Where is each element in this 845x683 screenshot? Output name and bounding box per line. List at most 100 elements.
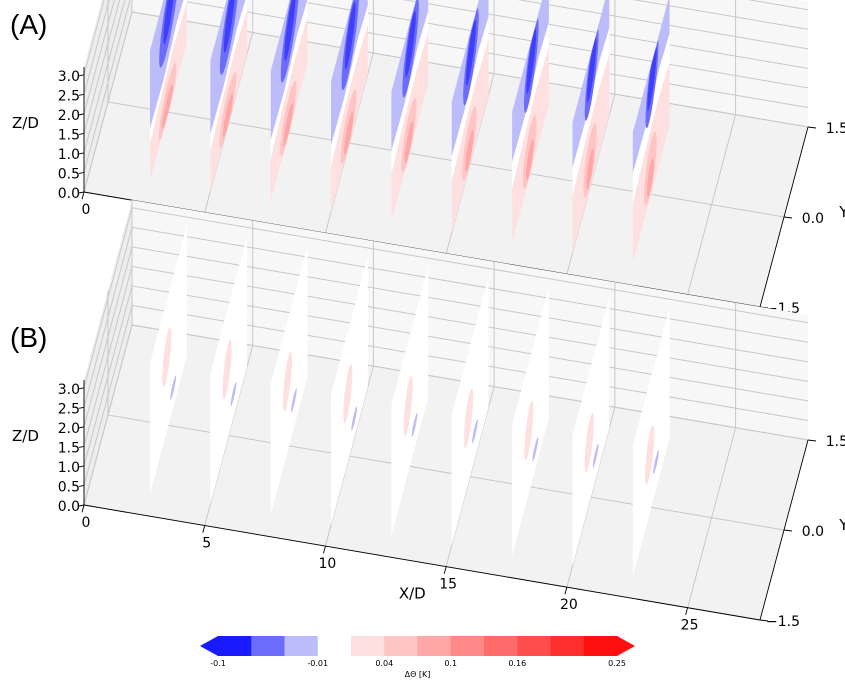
z-tick-mark — [78, 74, 85, 77]
slice-x-17.5 — [512, 287, 549, 556]
back-pane — [132, 200, 808, 440]
residual-positive-patch — [645, 424, 655, 485]
slice-x-15 — [451, 276, 489, 546]
colorbar-tick-label: 0.16 — [508, 659, 526, 668]
colorbar-extend-low — [200, 636, 218, 656]
x-tick-mark — [81, 191, 85, 200]
z-tick-mark — [78, 485, 85, 487]
positive-contour-core — [222, 93, 233, 138]
contour-slices — [150, 225, 670, 577]
x-axis-label: X/D — [399, 584, 426, 602]
slice-x-5 — [210, 235, 248, 505]
colorbar-swatch — [450, 636, 485, 656]
y-tick-label: −1.5 — [766, 614, 800, 630]
z-tick-mark — [78, 132, 85, 135]
grid-z — [83, 285, 809, 467]
z-tick-label: 1.0 — [58, 147, 80, 163]
z-tick-mark — [78, 406, 85, 409]
residual-positive-patch — [222, 339, 232, 400]
z-tick-mark — [78, 426, 85, 429]
residual-negative-patch — [291, 388, 297, 413]
negative-contour-core — [647, 46, 657, 111]
residual-positive-patch — [584, 412, 594, 473]
z-axis-label: Z/D — [12, 427, 39, 445]
y-tick-label: 0.0 — [802, 211, 824, 227]
y-axis-label: Y/D — [838, 203, 845, 221]
negative-contour-core — [586, 37, 597, 103]
slice-x-17.5 — [512, 0, 549, 243]
panel-label: (B) — [10, 322, 47, 353]
residual-positive-patch — [464, 388, 474, 449]
x-tick-label: 5 — [202, 536, 211, 552]
slice-x-20 — [572, 0, 610, 254]
y-tick-mark — [783, 216, 793, 219]
colorbar-extend-high — [617, 636, 635, 656]
x-tick-mark — [564, 587, 568, 595]
negative-contour-outer — [331, 0, 368, 146]
residual-positive-patch — [162, 327, 172, 387]
negative-contour-core — [163, 0, 174, 45]
negative-contour-outer — [210, 0, 246, 135]
z-tick-mark — [78, 191, 85, 194]
positive-contour-core — [162, 83, 173, 130]
panel-b: 0 5 10 15 20 25 −1.5 0.0 1.5 0.0 0.5 1.0 1.5 2.0 2.5 3.… — [10, 200, 845, 634]
contour-slices — [150, 0, 670, 264]
colorbar-tick-label: 0.1 — [444, 659, 457, 668]
negative-contour-core — [284, 0, 296, 61]
z-tick-label: 1.5 — [58, 127, 80, 143]
z-tick-mark — [78, 387, 85, 390]
negative-contour-core — [465, 19, 476, 86]
z-tick-label: 2.5 — [58, 88, 80, 104]
negative-contour-core — [344, 1, 356, 70]
grid-z — [83, 246, 809, 428]
z-tick-mark — [78, 113, 85, 116]
z-tick-label: 2.0 — [58, 421, 80, 437]
x-tick-mark — [443, 566, 447, 574]
positive-contour-core — [586, 148, 594, 189]
positive-contour-core — [404, 121, 414, 164]
colorbar-swatch — [484, 636, 518, 656]
slice-x-5 — [210, 0, 248, 192]
slice-x-2.5 — [150, 0, 187, 182]
grid-z — [83, 0, 809, 115]
grid-z — [83, 0, 809, 173]
residual-negative-patch — [592, 443, 599, 468]
grid-z — [83, 304, 809, 486]
slice-x-10 — [331, 0, 368, 213]
slice-x-2.5 — [150, 225, 187, 495]
positive-contour-core — [647, 157, 654, 198]
z-tick-mark — [78, 152, 85, 155]
residual-negative-patch — [653, 450, 659, 475]
y-tick-mark — [759, 619, 769, 622]
z-tick-label: 3.0 — [58, 382, 80, 398]
grid-z — [83, 265, 809, 447]
panel-a: 0510152025−1.50.01.50.00.51.01.52.02.53.… — [10, 0, 845, 321]
slice-x-15 — [451, 0, 489, 233]
z-tick-mark — [78, 172, 85, 174]
colorbar-swatch — [284, 636, 319, 656]
z-tick-label: 0.0 — [58, 186, 80, 202]
x-tick-label: 25 — [681, 618, 699, 634]
slice-x-22.5 — [632, 0, 670, 264]
slice-x-12.5 — [391, 266, 429, 536]
x-tick-mark — [202, 525, 206, 533]
colorbar-swatch — [384, 636, 418, 656]
y-tick-mark — [807, 126, 817, 129]
z-tick-label: 1.0 — [58, 460, 80, 476]
negative-contour-core — [526, 28, 537, 95]
x-axis-line — [83, 504, 761, 621]
residual-positive-patch — [403, 376, 413, 436]
x-tick-mark — [323, 545, 326, 554]
colorbar-swatch — [351, 636, 385, 656]
colorbar-swatch — [517, 636, 551, 656]
z-tick-label: 2.0 — [58, 108, 80, 124]
slice-x-7.5 — [270, 0, 308, 202]
colorbar: -0.1 -0.01 0.04 0.1 0.16 0.25 ΔΘ [K] — [200, 636, 635, 679]
z-tick-label: 3.0 — [58, 69, 80, 85]
z-tick-label: 1.5 — [58, 440, 80, 456]
z-tick-label: 0.5 — [58, 479, 80, 495]
residual-negative-patch — [411, 412, 418, 437]
residual-negative-patch — [351, 406, 358, 431]
colorbar-label: ΔΘ [K] — [405, 670, 431, 679]
